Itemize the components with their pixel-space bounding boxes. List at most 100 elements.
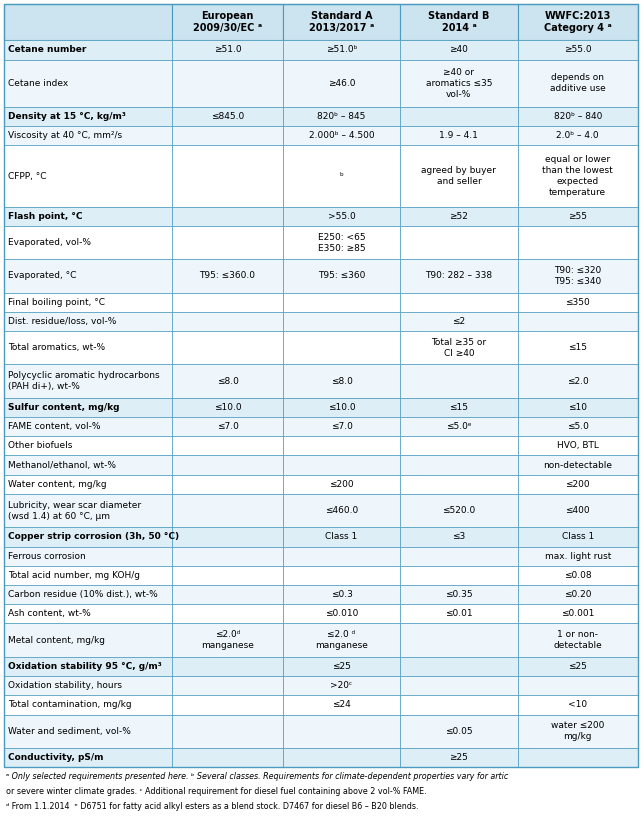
Text: ≤2: ≤2 [453, 317, 465, 326]
Bar [283, 695, 400, 715]
Text: 1 or non-
detectable: 1 or non- detectable [553, 630, 602, 650]
Text: ≤520.0: ≤520.0 [442, 506, 476, 515]
Bar [172, 623, 283, 657]
Bar [4, 417, 172, 437]
Bar [517, 40, 638, 60]
Bar [4, 206, 172, 226]
Bar [517, 494, 638, 527]
Bar [283, 145, 400, 206]
Text: Total ≥35 or
CI ≥40: Total ≥35 or CI ≥40 [431, 338, 487, 358]
Bar [172, 695, 283, 715]
Bar [400, 365, 517, 397]
Text: Methanol/ethanol, wt-%: Methanol/ethanol, wt-% [8, 460, 116, 469]
Bar [172, 527, 283, 547]
Bar [172, 397, 283, 417]
Bar [4, 527, 172, 547]
Bar [400, 107, 517, 126]
Bar [517, 676, 638, 695]
Bar [4, 365, 172, 397]
Bar [400, 4, 517, 40]
Bar [172, 331, 283, 365]
Text: T90: ≤320
T95: ≤340: T90: ≤320 T95: ≤340 [554, 266, 602, 286]
Text: Final boiling point, °C: Final boiling point, °C [8, 298, 105, 307]
Bar [400, 455, 517, 475]
Bar [400, 623, 517, 657]
Bar [4, 747, 172, 767]
Bar [4, 695, 172, 715]
Bar [172, 715, 283, 747]
Bar [517, 331, 638, 365]
Text: ≥55: ≥55 [568, 212, 587, 221]
Bar [283, 312, 400, 331]
Text: ≤5.0ᵉ: ≤5.0ᵉ [446, 422, 472, 431]
Bar [517, 565, 638, 585]
Text: Ferrous corrosion: Ferrous corrosion [8, 552, 86, 561]
Bar [172, 4, 283, 40]
Text: Cetane number: Cetane number [8, 46, 87, 55]
Bar [4, 657, 172, 676]
Text: ≤0.20: ≤0.20 [564, 590, 591, 599]
Bar [283, 527, 400, 547]
Bar [283, 365, 400, 397]
Bar [4, 126, 172, 145]
Bar [283, 397, 400, 417]
Text: ᵈ From 1.1.2014  ᵉ D6751 for fatty acid alkyl esters as a blend stock. D7467 for: ᵈ From 1.1.2014 ᵉ D6751 for fatty acid a… [6, 802, 419, 811]
Bar [517, 657, 638, 676]
Text: max. light rust: max. light rust [544, 552, 611, 561]
Bar [400, 676, 517, 695]
Bar [400, 60, 517, 107]
Bar [517, 226, 638, 259]
Bar [4, 623, 172, 657]
Text: ≤0.3: ≤0.3 [331, 590, 352, 599]
Bar [517, 527, 638, 547]
Bar [283, 293, 400, 312]
Text: ≤7.0: ≤7.0 [216, 422, 238, 431]
Bar [517, 397, 638, 417]
Bar [172, 494, 283, 527]
Bar [400, 494, 517, 527]
Text: T95: ≤360.0: T95: ≤360.0 [200, 272, 256, 281]
Bar [4, 331, 172, 365]
Bar [283, 417, 400, 437]
Bar [283, 455, 400, 475]
Bar [4, 259, 172, 293]
Bar [400, 475, 517, 494]
Bar [283, 494, 400, 527]
Bar [400, 226, 517, 259]
Bar [400, 547, 517, 565]
Text: ≥25: ≥25 [449, 753, 468, 762]
Bar [517, 475, 638, 494]
Bar [517, 126, 638, 145]
Text: non-detectable: non-detectable [543, 460, 612, 469]
Bar [283, 259, 400, 293]
Bar [517, 4, 638, 40]
Text: ≤400: ≤400 [566, 506, 590, 515]
Bar [283, 331, 400, 365]
Text: ≤2.0: ≤2.0 [567, 377, 589, 386]
Bar [4, 494, 172, 527]
Bar [400, 604, 517, 623]
Bar [4, 145, 172, 206]
Text: ≤200: ≤200 [329, 480, 354, 489]
Bar [517, 312, 638, 331]
Bar [517, 547, 638, 565]
Text: ≤8.0: ≤8.0 [331, 377, 352, 386]
Text: ≤350: ≤350 [566, 298, 590, 307]
Text: ≥40 or
aromatics ≤35
vol-%: ≥40 or aromatics ≤35 vol-% [426, 68, 492, 99]
Text: Evaporated, vol-%: Evaporated, vol-% [8, 238, 91, 247]
Text: ≤15: ≤15 [449, 403, 469, 412]
Bar [283, 623, 400, 657]
Bar [400, 437, 517, 455]
Text: depends on
additive use: depends on additive use [550, 73, 605, 93]
Bar [283, 126, 400, 145]
Text: 1.9 – 4.1: 1.9 – 4.1 [440, 131, 478, 140]
Text: >55.0: >55.0 [327, 212, 356, 221]
Bar [172, 565, 283, 585]
Text: Ash content, wt-%: Ash content, wt-% [8, 610, 91, 619]
Bar [4, 475, 172, 494]
Text: ≤15: ≤15 [568, 344, 587, 353]
Text: European
2009/30/EC ᵃ: European 2009/30/EC ᵃ [193, 11, 262, 33]
Text: Standard A
2013/2017 ᵃ: Standard A 2013/2017 ᵃ [309, 11, 374, 33]
Bar [517, 145, 638, 206]
Bar [400, 715, 517, 747]
